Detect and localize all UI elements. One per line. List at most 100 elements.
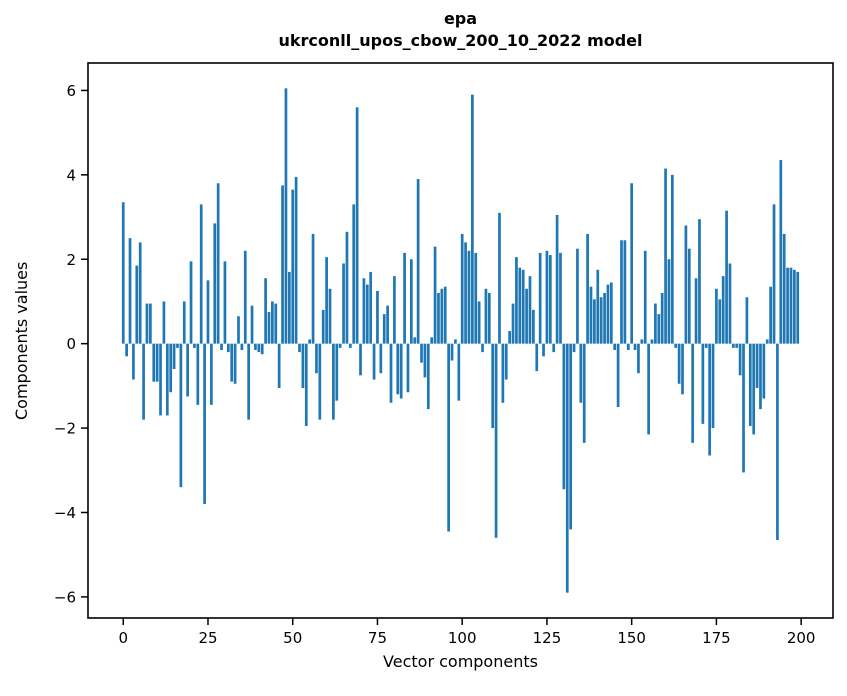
bar — [633, 343, 637, 350]
x-axis-ticks: 0 25 50 75 100 125 150 175 200 — [118, 618, 815, 647]
bar — [640, 339, 644, 344]
bar — [789, 267, 793, 344]
bar — [291, 189, 295, 344]
bars — [121, 88, 800, 593]
bar — [403, 252, 406, 344]
bar — [203, 343, 206, 505]
bar — [464, 242, 467, 344]
bar — [521, 269, 525, 344]
bar — [457, 343, 461, 401]
bar — [172, 343, 176, 369]
bar — [609, 282, 613, 344]
bar — [406, 343, 410, 393]
bar — [342, 263, 345, 344]
bar — [121, 202, 125, 344]
bar — [786, 267, 789, 344]
bar — [410, 259, 413, 344]
bar — [518, 267, 522, 344]
bar — [718, 299, 722, 344]
bar — [447, 343, 450, 532]
bar — [681, 343, 684, 395]
x-axis-label: Vector components — [383, 652, 538, 671]
bar — [213, 223, 217, 344]
y-tick-label: 4 — [66, 166, 76, 184]
bar — [294, 176, 298, 344]
bar — [471, 94, 474, 344]
bar — [450, 343, 454, 361]
bar — [552, 343, 556, 353]
bar — [508, 331, 511, 344]
bar — [230, 343, 234, 382]
bar — [515, 257, 518, 344]
bar — [325, 257, 328, 344]
bar — [226, 343, 230, 353]
bar — [616, 343, 620, 407]
bar — [606, 284, 610, 344]
bar — [477, 301, 481, 344]
bar — [599, 297, 603, 344]
x-tick-label: 175 — [702, 629, 731, 647]
bar — [260, 343, 264, 355]
bar — [559, 252, 562, 344]
bar — [738, 343, 742, 376]
bar — [752, 343, 756, 435]
bar — [193, 343, 196, 348]
bar — [254, 343, 257, 350]
bar — [149, 303, 152, 344]
bar — [338, 343, 342, 348]
bar — [159, 343, 162, 416]
bar — [264, 278, 267, 344]
x-tick-label: 100 — [448, 629, 477, 647]
bar — [637, 343, 640, 374]
bar — [708, 343, 711, 456]
bar — [287, 271, 291, 344]
bar — [782, 233, 786, 344]
bar — [528, 276, 532, 344]
bar — [525, 288, 528, 344]
bar — [311, 233, 315, 344]
bar — [626, 343, 630, 350]
bar — [793, 269, 796, 344]
bar — [423, 343, 427, 378]
bar — [484, 288, 488, 344]
bar — [237, 316, 240, 344]
bar — [731, 343, 735, 348]
bar — [698, 219, 701, 344]
y-axis-ticks: −6 −4 −2 0 2 4 6 — [54, 82, 88, 606]
bar — [769, 286, 772, 344]
bar — [440, 288, 444, 344]
bar — [772, 204, 776, 344]
bar — [630, 183, 634, 344]
bar — [362, 278, 366, 344]
bar — [721, 276, 725, 344]
bar — [443, 286, 447, 344]
bar — [315, 343, 318, 374]
bar — [216, 183, 220, 344]
bar — [474, 252, 478, 344]
bar — [460, 233, 464, 344]
bar — [555, 214, 559, 344]
y-tick-label: −6 — [54, 588, 76, 606]
bar — [223, 261, 227, 344]
bar — [715, 288, 718, 344]
bar — [586, 233, 589, 344]
bar — [596, 269, 600, 344]
bar — [687, 248, 691, 344]
bar — [454, 339, 457, 344]
chart-title-block: epa ukrconll_upos_cbow_200_10_2022 model — [88, 8, 833, 52]
bar — [304, 343, 308, 426]
bar — [274, 303, 278, 344]
bar — [257, 343, 261, 353]
bar — [389, 343, 393, 403]
bar — [613, 343, 617, 350]
bar — [386, 305, 389, 344]
bar — [711, 343, 715, 429]
bar — [352, 204, 356, 344]
bar — [328, 288, 332, 344]
bar — [437, 293, 440, 344]
bar — [569, 343, 573, 530]
bar — [664, 168, 667, 344]
bar — [532, 309, 535, 344]
bar — [332, 343, 335, 420]
